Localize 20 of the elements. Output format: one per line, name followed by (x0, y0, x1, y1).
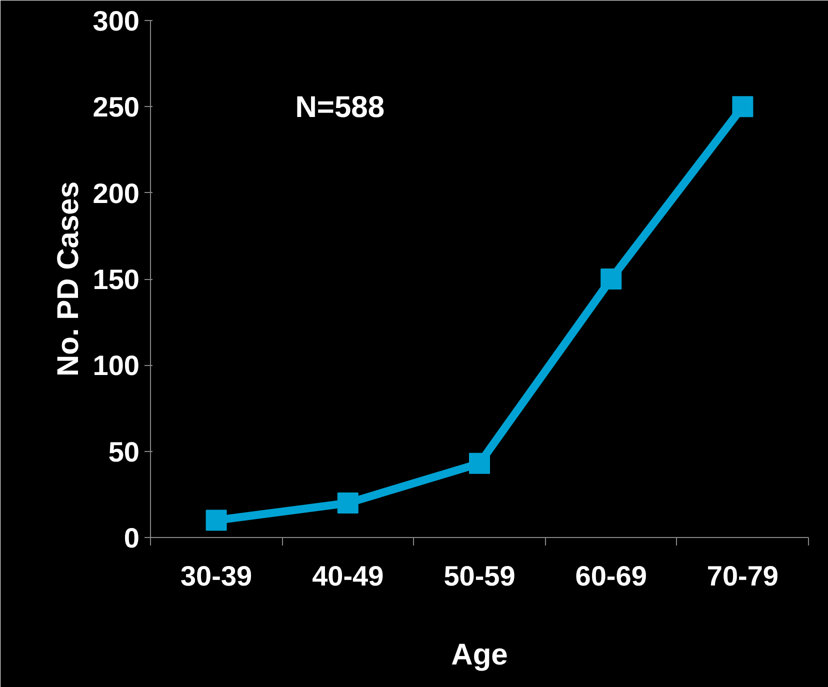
point (732, 96, 754, 118)
y-tick-label: 0 (124, 522, 140, 554)
x-tick-label: 50-59 (444, 560, 516, 592)
annotation: N=588 (295, 90, 385, 124)
y-tick-label: 300 (92, 6, 140, 36)
y-tick-label: 50 (108, 436, 140, 468)
point (469, 452, 490, 474)
point (206, 510, 227, 531)
y-axis-title: No. PD Cases (52, 181, 85, 377)
x-axis-title: Age (451, 638, 508, 672)
x-tick-label: 60-69 (575, 560, 647, 592)
point (600, 268, 622, 290)
y-tick-label: 250 (92, 92, 140, 123)
y-tick-label: 150 (92, 264, 140, 295)
point (337, 492, 358, 514)
y-tick-label: 100 (92, 350, 140, 382)
x-tick-label: 40-49 (312, 560, 384, 592)
y-tick-label: 200 (92, 178, 140, 209)
x-tick-label: 30-39 (180, 560, 252, 592)
x-tick-label: 70-79 (706, 560, 779, 592)
